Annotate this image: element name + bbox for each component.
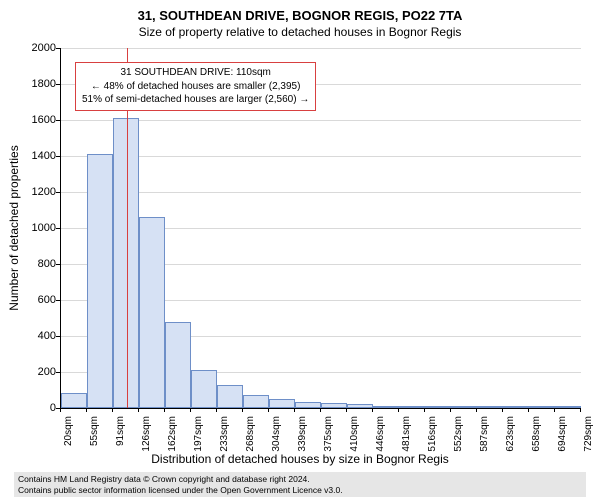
y-tick-label: 2000 <box>16 42 56 54</box>
callout-line1: 31 SOUTHDEAN DRIVE: 110sqm <box>82 66 309 80</box>
x-tick-mark <box>398 408 399 412</box>
bar <box>165 322 191 408</box>
y-tick-label: 0 <box>16 402 56 414</box>
y-tick-mark <box>56 84 60 85</box>
x-tick-mark <box>372 408 373 412</box>
bar <box>555 406 581 408</box>
x-tick-mark <box>502 408 503 412</box>
callout-line3: 51% of semi-detached houses are larger (… <box>82 93 309 107</box>
bar <box>87 154 113 408</box>
x-tick-mark <box>86 408 87 412</box>
bar <box>425 406 451 408</box>
callout-line2: ← 48% of detached houses are smaller (2,… <box>82 80 309 94</box>
bar <box>503 406 529 408</box>
x-tick-mark <box>216 408 217 412</box>
footer-attribution: Contains HM Land Registry data © Crown c… <box>14 472 586 497</box>
y-tick-label: 1800 <box>16 78 56 90</box>
x-tick-mark <box>320 408 321 412</box>
bar <box>529 406 555 408</box>
callout-box: 31 SOUTHDEAN DRIVE: 110sqm ← 48% of deta… <box>75 62 316 111</box>
bar <box>347 404 373 408</box>
x-tick-mark <box>60 408 61 412</box>
chart-container: { "chart": { "type": "histogram", "title… <box>0 0 600 500</box>
bar <box>217 385 243 408</box>
y-tick-label: 1200 <box>16 186 56 198</box>
x-tick-mark <box>424 408 425 412</box>
y-tick-mark <box>56 120 60 121</box>
bar <box>399 406 425 408</box>
y-tick-label: 1600 <box>16 114 56 126</box>
x-axis-label: Distribution of detached houses by size … <box>0 452 600 466</box>
chart-title: 31, SOUTHDEAN DRIVE, BOGNOR REGIS, PO22 … <box>0 8 600 23</box>
x-tick-mark <box>268 408 269 412</box>
y-tick-label: 200 <box>16 366 56 378</box>
bar <box>373 406 399 408</box>
footer-line2: Contains public sector information licen… <box>18 485 582 496</box>
x-tick-mark <box>346 408 347 412</box>
footer-line1: Contains HM Land Registry data © Crown c… <box>18 474 582 485</box>
bar <box>269 399 295 408</box>
y-tick-label: 800 <box>16 258 56 270</box>
x-tick-mark <box>450 408 451 412</box>
y-tick-label: 400 <box>16 330 56 342</box>
y-tick-label: 1000 <box>16 222 56 234</box>
bar <box>477 406 503 408</box>
x-tick-mark <box>580 408 581 412</box>
y-tick-mark <box>56 156 60 157</box>
bar <box>61 393 87 408</box>
bar <box>451 406 477 408</box>
y-tick-mark <box>56 228 60 229</box>
y-tick-mark <box>56 264 60 265</box>
x-tick-mark <box>554 408 555 412</box>
bar <box>191 370 217 408</box>
y-tick-mark <box>56 336 60 337</box>
bar <box>321 403 347 408</box>
x-tick-mark <box>190 408 191 412</box>
plot-area: 31 SOUTHDEAN DRIVE: 110sqm ← 48% of deta… <box>60 48 581 409</box>
x-tick-mark <box>476 408 477 412</box>
y-tick-mark <box>56 372 60 373</box>
y-tick-mark <box>56 48 60 49</box>
x-tick-mark <box>138 408 139 412</box>
x-tick-mark <box>528 408 529 412</box>
x-tick-mark <box>164 408 165 412</box>
y-tick-label: 1400 <box>16 150 56 162</box>
x-tick-mark <box>112 408 113 412</box>
chart-subtitle: Size of property relative to detached ho… <box>0 25 600 39</box>
y-tick-label: 600 <box>16 294 56 306</box>
bar <box>243 395 269 408</box>
x-tick-mark <box>294 408 295 412</box>
y-tick-mark <box>56 300 60 301</box>
y-tick-mark <box>56 192 60 193</box>
x-tick-mark <box>242 408 243 412</box>
bar <box>139 217 165 408</box>
bar <box>295 402 321 408</box>
